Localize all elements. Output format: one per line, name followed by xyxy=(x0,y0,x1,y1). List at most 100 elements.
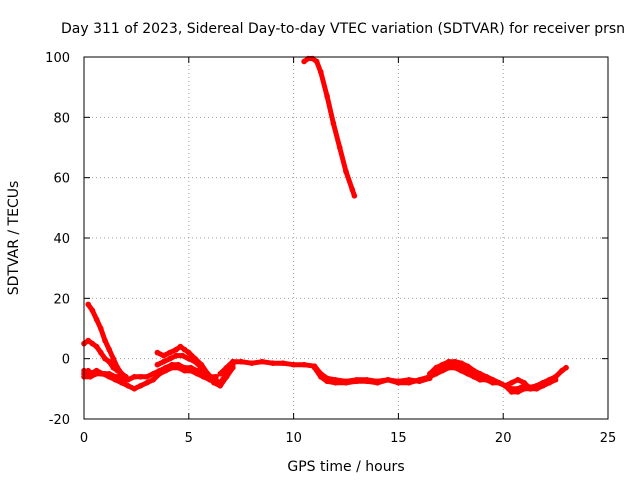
data-point xyxy=(93,343,100,350)
data-point xyxy=(496,380,502,386)
data-point xyxy=(223,364,230,371)
data-point xyxy=(175,361,182,368)
x-axis-label: GPS time / hours xyxy=(287,459,404,475)
data-point xyxy=(137,383,144,389)
data-point xyxy=(188,364,194,371)
data-point xyxy=(102,337,108,344)
y-tick-label: 0 xyxy=(62,353,70,368)
data-point xyxy=(217,371,223,377)
data-point xyxy=(259,358,266,365)
data-point xyxy=(311,364,318,371)
data-point xyxy=(515,377,521,383)
data-point xyxy=(540,380,546,386)
data-point xyxy=(125,383,131,389)
grid-layer xyxy=(84,57,608,419)
data-point xyxy=(336,144,343,151)
data-point xyxy=(167,355,173,362)
chart-title: Day 311 of 2023, Sidereal Day-to-day VTE… xyxy=(61,21,625,37)
data-point xyxy=(114,364,121,371)
data-point xyxy=(167,349,173,356)
data-point xyxy=(131,386,138,392)
data-point xyxy=(87,374,94,380)
data-point xyxy=(102,355,108,362)
data-point xyxy=(131,374,138,380)
data-point xyxy=(162,364,169,371)
data-point xyxy=(324,93,330,99)
data-point xyxy=(301,58,307,65)
data-point xyxy=(106,358,112,365)
series-trace-sat-e xyxy=(81,362,219,383)
data-point xyxy=(179,352,186,359)
data-point xyxy=(118,377,125,383)
y-tick-label: 60 xyxy=(53,172,70,187)
data-point xyxy=(198,364,205,371)
data-point xyxy=(93,371,100,377)
y-tick-label: 80 xyxy=(53,111,70,126)
data-point xyxy=(318,69,324,75)
data-point xyxy=(406,380,412,386)
data-point xyxy=(100,371,106,377)
data-point xyxy=(177,343,184,350)
data-point xyxy=(204,374,211,380)
data-point xyxy=(489,377,496,383)
data-point xyxy=(301,361,307,368)
x-tick-label: 20 xyxy=(495,431,512,446)
data-point xyxy=(154,349,161,356)
data-point xyxy=(458,364,465,371)
data-point xyxy=(349,186,356,193)
data-point xyxy=(427,374,433,380)
data-point xyxy=(343,168,349,175)
data-point xyxy=(223,374,230,380)
y-tick-label: 40 xyxy=(53,232,70,247)
data-point xyxy=(110,355,117,362)
data-point xyxy=(563,364,569,371)
data-point xyxy=(230,358,236,365)
data-point xyxy=(89,340,96,347)
data-point xyxy=(313,58,320,65)
x-tick-label: 10 xyxy=(285,431,302,446)
data-point xyxy=(150,371,156,377)
data-point xyxy=(508,380,515,386)
x-tick-label: 5 xyxy=(185,431,193,446)
data-point xyxy=(98,349,104,356)
data-point xyxy=(552,377,559,383)
data-point xyxy=(106,346,112,353)
data-point xyxy=(173,346,179,353)
data-point xyxy=(471,371,477,377)
data-point xyxy=(173,352,179,359)
data-point xyxy=(521,386,527,392)
x-tick-label: 0 xyxy=(80,431,88,446)
data-point xyxy=(452,361,458,368)
data-point xyxy=(186,355,192,362)
data-point xyxy=(112,374,119,380)
data-point xyxy=(439,364,446,371)
data-point xyxy=(351,193,358,199)
data-point xyxy=(98,325,104,332)
data-point xyxy=(343,380,349,386)
y-tick-label: 20 xyxy=(53,292,70,307)
data-point xyxy=(433,367,439,374)
data-point xyxy=(533,383,540,389)
data-point xyxy=(364,378,370,385)
data-point xyxy=(217,383,223,389)
data-point xyxy=(89,307,96,314)
data-point xyxy=(269,360,276,367)
data-point xyxy=(464,367,471,374)
data-point xyxy=(508,389,515,395)
data-point xyxy=(527,386,534,392)
data-point xyxy=(445,361,452,368)
y-tick-label: -20 xyxy=(49,413,70,428)
data-point xyxy=(125,377,131,383)
data-point xyxy=(85,301,91,308)
data-point xyxy=(416,377,423,383)
data-point xyxy=(385,377,391,383)
data-point xyxy=(332,380,339,386)
data-point xyxy=(93,316,100,323)
data-point xyxy=(483,374,490,380)
x-tick-label: 15 xyxy=(390,431,407,446)
data-point xyxy=(160,352,167,359)
data-point xyxy=(186,349,192,356)
data-point xyxy=(211,380,217,386)
